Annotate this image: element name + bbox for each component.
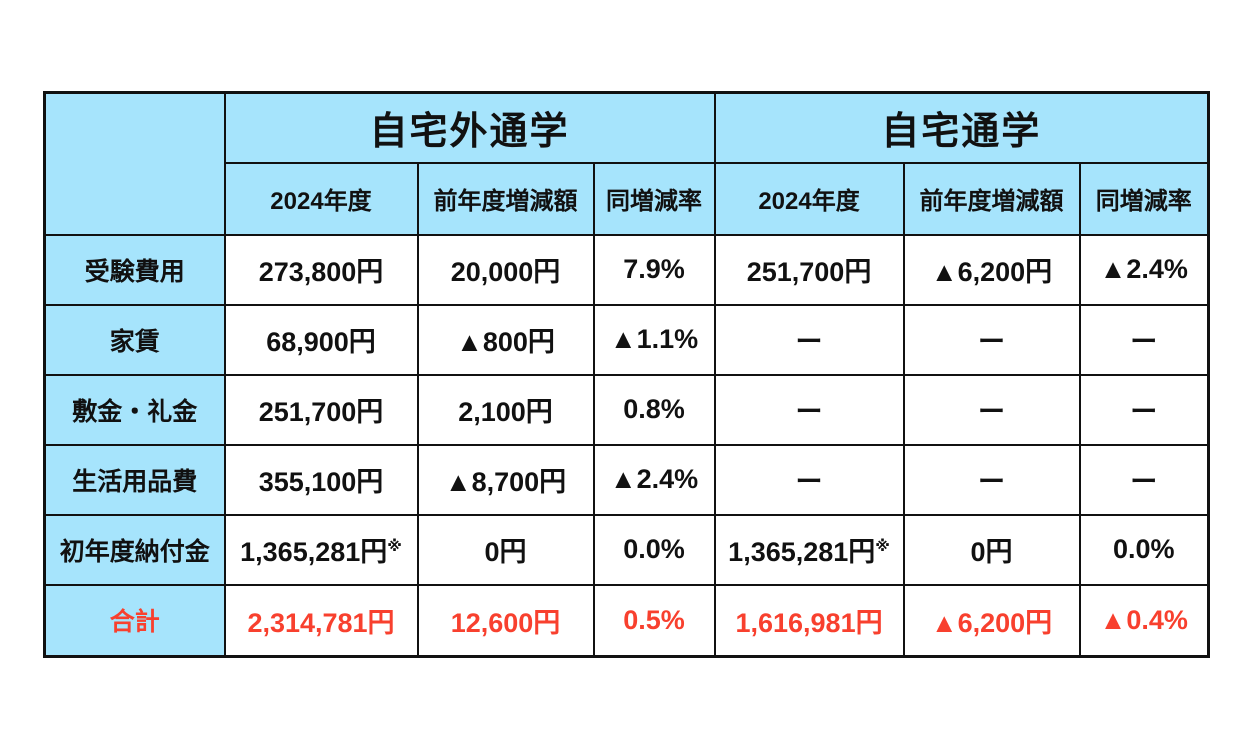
col-header-away-rate: 同増減率 <box>592 161 716 236</box>
cell-away-amount: 251,700円 <box>223 373 419 446</box>
corner-cell <box>43 91 226 236</box>
amount-value: 1,365,281円 <box>728 537 876 567</box>
cell-away-diff: ▲8,700円 <box>416 443 595 516</box>
cell-away-amount: 2,314,781円 <box>223 583 419 658</box>
amount-value: ー <box>795 467 823 497</box>
cell-home-rate: ▲2.4% <box>1078 233 1210 306</box>
amount-value: 68,900円 <box>266 327 376 357</box>
cell-home-amount: ー <box>713 443 905 516</box>
footnote-mark: ※ <box>387 538 402 555</box>
cell-away-diff: ▲800円 <box>416 303 595 376</box>
cell-home-diff: 0円 <box>902 513 1081 586</box>
group-header-row: 自宅外通学 自宅通学 <box>43 91 1210 236</box>
cell-home-rate: ー <box>1078 373 1210 446</box>
cell-away-amount: 355,100円 <box>223 443 419 516</box>
sub-header-row: 2024年度 前年度増減額 同増減率 2024年度 前年度増減額 同増減率 <box>45 161 1210 236</box>
amount-value: 355,100円 <box>258 467 384 497</box>
cell-home-diff: ー <box>902 303 1081 376</box>
cell-away-amount: 273,800円 <box>223 233 419 306</box>
footnote-mark: ※ <box>875 538 890 555</box>
amount-value: 273,800円 <box>258 257 384 287</box>
amount-value: 1,365,281円 <box>240 537 388 567</box>
cell-home-rate: ー <box>1078 443 1210 516</box>
cell-home-amount: 1,365,281円※ <box>713 513 905 586</box>
table-row-deposit-keymoney: 敷金・礼金 251,700円 2,100円 0.8% ー ー ー <box>43 373 1210 446</box>
cell-home-diff: ー <box>902 443 1081 516</box>
cell-away-rate: 0.0% <box>592 513 716 586</box>
cell-away-rate: ▲1.1% <box>592 303 716 376</box>
cell-home-diff: ▲6,200円 <box>902 233 1081 306</box>
row-label-total: 合計 <box>43 583 226 658</box>
amount-value: 2,314,781円 <box>247 607 395 638</box>
cell-away-diff: 0円 <box>416 513 595 586</box>
col-header-away-year: 2024年度 <box>223 161 419 236</box>
cell-home-rate: ▲0.4% <box>1078 583 1210 658</box>
table-row-household-goods: 生活用品費 355,100円 ▲8,700円 ▲2.4% ー ー ー <box>43 443 1210 516</box>
amount-value: ー <box>795 327 823 357</box>
cell-away-rate: 0.8% <box>592 373 716 446</box>
amount-value: ー <box>795 397 823 427</box>
row-label: 生活用品費 <box>43 443 226 516</box>
group-header-home: 自宅通学 <box>713 91 1210 164</box>
col-header-home-year: 2024年度 <box>713 161 905 236</box>
cell-home-amount: 251,700円 <box>713 233 905 306</box>
cell-away-rate: 7.9% <box>592 233 716 306</box>
tuition-cost-table: 自宅外通学 自宅通学 2024年度 前年度増減額 同増減率 2024年度 前年度… <box>43 91 1211 658</box>
cell-home-rate: 0.0% <box>1078 513 1210 586</box>
cell-away-diff: 2,100円 <box>416 373 595 446</box>
amount-value: 251,700円 <box>258 397 384 427</box>
table-row-exam-fees: 受験費用 273,800円 20,000円 7.9% 251,700円 ▲6,2… <box>43 233 1210 306</box>
row-label: 初年度納付金 <box>43 513 226 586</box>
col-header-away-diff: 前年度増減額 <box>416 161 595 236</box>
amount-value: 251,700円 <box>746 257 872 287</box>
cell-away-diff: 12,600円 <box>416 583 595 658</box>
group-header-away: 自宅外通学 <box>223 91 716 164</box>
row-label: 家賃 <box>43 303 226 376</box>
table-row-rent: 家賃 68,900円 ▲800円 ▲1.1% ー ー ー <box>43 303 1210 376</box>
amount-value: 1,616,981円 <box>735 607 883 638</box>
col-header-home-diff: 前年度増減額 <box>902 161 1081 236</box>
cell-home-diff: ー <box>902 373 1081 446</box>
row-label: 敷金・礼金 <box>43 373 226 446</box>
cell-home-amount: ー <box>713 373 905 446</box>
cell-home-amount: 1,616,981円 <box>713 583 905 658</box>
cell-away-rate: ▲2.4% <box>592 443 716 516</box>
table-row-total: 合計 2,314,781円 12,600円 0.5% 1,616,981円 ▲6… <box>43 583 1210 658</box>
cell-home-diff: ▲6,200円 <box>902 583 1081 658</box>
cell-away-amount: 1,365,281円※ <box>223 513 419 586</box>
cell-home-amount: ー <box>713 303 905 376</box>
cell-away-diff: 20,000円 <box>416 233 595 306</box>
cell-away-rate: 0.5% <box>592 583 716 658</box>
table-row-first-year-payment: 初年度納付金 1,365,281円※ 0円 0.0% 1,365,281円※ 0… <box>43 513 1210 586</box>
col-header-home-rate: 同増減率 <box>1078 161 1210 236</box>
cell-away-amount: 68,900円 <box>223 303 419 376</box>
row-label: 受験費用 <box>43 233 226 306</box>
cell-home-rate: ー <box>1078 303 1210 376</box>
